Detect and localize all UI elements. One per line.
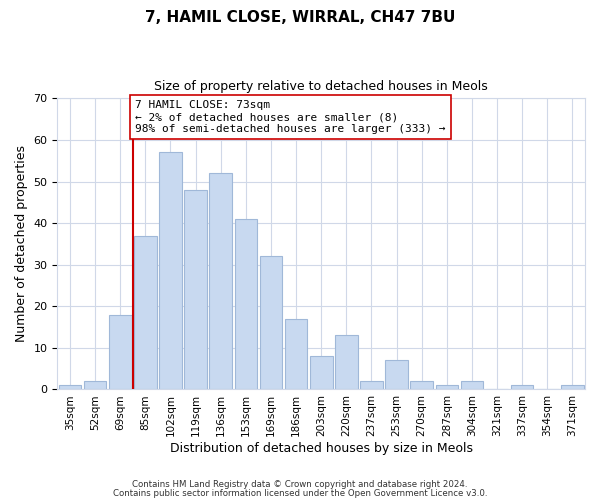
Bar xyxy=(134,236,157,390)
Bar xyxy=(159,152,182,390)
Bar xyxy=(561,386,584,390)
Title: Size of property relative to detached houses in Meols: Size of property relative to detached ho… xyxy=(154,80,488,93)
Bar xyxy=(360,381,383,390)
Bar xyxy=(84,381,106,390)
Text: Contains public sector information licensed under the Open Government Licence v3: Contains public sector information licen… xyxy=(113,488,487,498)
Text: Contains HM Land Registry data © Crown copyright and database right 2024.: Contains HM Land Registry data © Crown c… xyxy=(132,480,468,489)
Bar xyxy=(235,219,257,390)
Bar xyxy=(410,381,433,390)
Y-axis label: Number of detached properties: Number of detached properties xyxy=(15,146,28,342)
Bar xyxy=(260,256,282,390)
Bar xyxy=(285,319,307,390)
Bar xyxy=(184,190,207,390)
Text: 7 HAMIL CLOSE: 73sqm
← 2% of detached houses are smaller (8)
98% of semi-detache: 7 HAMIL CLOSE: 73sqm ← 2% of detached ho… xyxy=(135,100,446,134)
X-axis label: Distribution of detached houses by size in Meols: Distribution of detached houses by size … xyxy=(170,442,473,455)
Bar xyxy=(59,386,81,390)
Text: 7, HAMIL CLOSE, WIRRAL, CH47 7BU: 7, HAMIL CLOSE, WIRRAL, CH47 7BU xyxy=(145,10,455,25)
Bar xyxy=(385,360,408,390)
Bar xyxy=(461,381,483,390)
Bar xyxy=(310,356,332,390)
Bar xyxy=(511,386,533,390)
Bar xyxy=(209,173,232,390)
Bar xyxy=(335,336,358,390)
Bar xyxy=(109,314,131,390)
Bar xyxy=(436,386,458,390)
